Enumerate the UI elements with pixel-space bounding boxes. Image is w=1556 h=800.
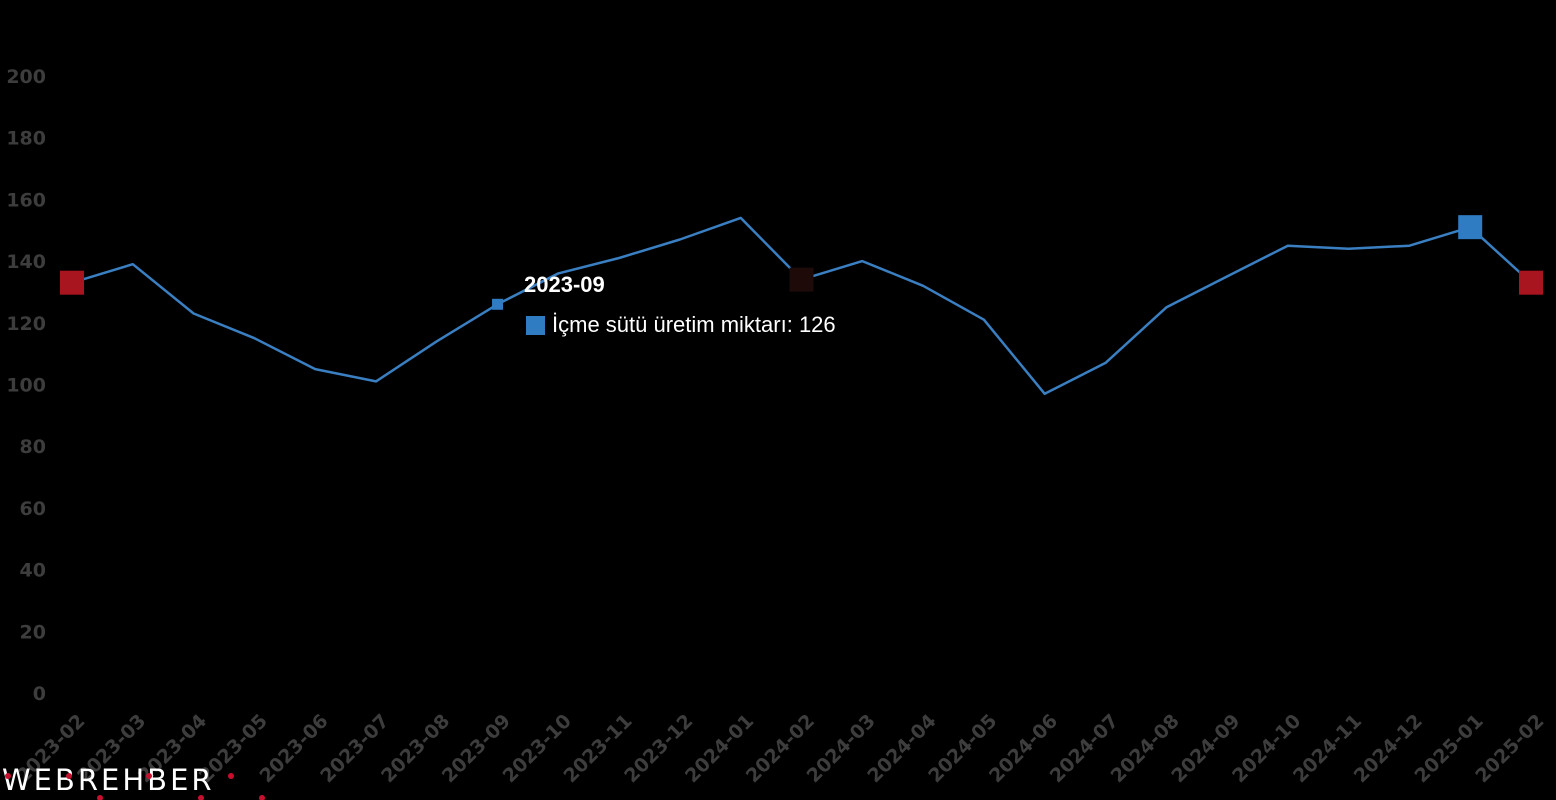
y-tick-label: 60 [20,498,46,520]
series-layer [71,215,1532,397]
data-point[interactable] [251,335,257,341]
tooltip: 2023-09 İçme sütü üretim miktarı: 126 [524,272,836,337]
x-axis: 2023-022023-032023-042023-052023-062023-… [12,710,1548,787]
data-point[interactable] [1346,246,1352,252]
highlight-marker[interactable] [1458,215,1483,240]
highlight-marker[interactable] [1519,270,1543,295]
y-tick-label: 180 [6,128,46,150]
data-point[interactable] [1406,243,1412,249]
data-point[interactable] [920,283,926,289]
watermark-dot [97,795,103,800]
watermark-dot [146,773,152,779]
data-point[interactable] [373,378,379,384]
watermark-dot [198,795,204,800]
tooltip-title: 2023-09 [524,272,605,297]
y-tick-label: 40 [20,560,46,582]
y-tick-label: 140 [6,251,46,273]
data-point[interactable] [130,261,136,267]
data-point[interactable] [1163,304,1169,310]
data-point[interactable] [616,255,622,261]
y-tick-label: 80 [20,436,46,458]
data-point[interactable] [1285,243,1291,249]
data-point[interactable] [434,338,440,344]
tooltip-label: İçme sütü üretim miktarı: 126 [552,312,836,337]
watermark-text: WEBREHBER [2,763,215,797]
data-point[interactable] [981,317,987,323]
highlight-marker[interactable] [492,298,504,310]
watermark-dot [228,773,234,779]
watermark-dot [5,773,11,779]
y-tick-label: 120 [6,313,46,335]
watermark-dot [259,795,265,800]
y-tick-label: 200 [6,66,46,88]
data-point[interactable] [312,366,318,372]
y-tick-label: 20 [20,621,46,643]
data-point[interactable] [191,311,197,317]
tooltip-legend-swatch [526,316,545,335]
marker-layer [60,215,1543,310]
data-point[interactable] [738,215,744,221]
data-point[interactable] [1042,391,1048,397]
data-point[interactable] [1102,360,1108,366]
series-line [71,216,1532,396]
highlight-marker[interactable] [60,270,84,295]
data-point[interactable] [859,258,865,264]
highlight-marker[interactable] [789,267,814,292]
y-tick-label: 0 [33,683,46,705]
watermark-logo: WEBREHBER [2,766,215,795]
watermark-dot [66,773,72,779]
y-tick-label: 160 [6,189,46,211]
data-point[interactable] [1224,274,1230,280]
data-point[interactable] [677,237,683,243]
y-tick-label: 100 [6,375,46,397]
y-axis: 0 20 40 60 80 100 120 140 160 180 200 [6,66,46,705]
